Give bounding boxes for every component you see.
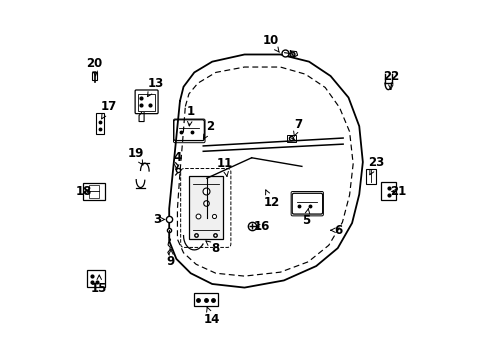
Text: 2: 2 bbox=[203, 121, 214, 139]
Text: 7: 7 bbox=[293, 118, 302, 136]
Text: 21: 21 bbox=[389, 185, 405, 198]
Text: 15: 15 bbox=[91, 275, 107, 295]
Text: 22: 22 bbox=[382, 70, 398, 89]
Text: 9: 9 bbox=[166, 249, 175, 268]
Text: 5: 5 bbox=[302, 208, 310, 227]
Bar bbox=[366, 168, 376, 184]
Text: 11: 11 bbox=[216, 157, 232, 176]
Text: 8: 8 bbox=[205, 241, 220, 255]
Bar bbox=[381, 182, 395, 201]
Text: 12: 12 bbox=[263, 190, 279, 209]
Text: 19: 19 bbox=[127, 147, 143, 165]
Text: 3: 3 bbox=[153, 213, 164, 226]
Text: 1: 1 bbox=[186, 105, 194, 126]
Text: 17: 17 bbox=[101, 100, 117, 119]
Text: 6: 6 bbox=[330, 224, 342, 237]
Bar bbox=[286, 135, 295, 141]
FancyBboxPatch shape bbox=[135, 90, 158, 114]
Bar bbox=[96, 113, 103, 134]
Text: 18: 18 bbox=[76, 185, 92, 198]
FancyBboxPatch shape bbox=[83, 183, 104, 200]
Text: 20: 20 bbox=[86, 57, 102, 76]
Text: 10: 10 bbox=[262, 34, 279, 52]
Bar bbox=[138, 94, 155, 111]
Text: 13: 13 bbox=[147, 77, 163, 96]
Bar bbox=[88, 185, 99, 198]
Text: 4: 4 bbox=[173, 151, 181, 170]
Bar bbox=[193, 293, 218, 306]
Bar bbox=[87, 270, 105, 287]
Bar bbox=[188, 176, 223, 239]
Text: 16: 16 bbox=[253, 220, 269, 233]
Bar bbox=[92, 72, 97, 80]
Text: 14: 14 bbox=[203, 307, 219, 326]
Text: 23: 23 bbox=[367, 156, 384, 175]
FancyBboxPatch shape bbox=[292, 193, 322, 214]
FancyBboxPatch shape bbox=[174, 120, 204, 140]
